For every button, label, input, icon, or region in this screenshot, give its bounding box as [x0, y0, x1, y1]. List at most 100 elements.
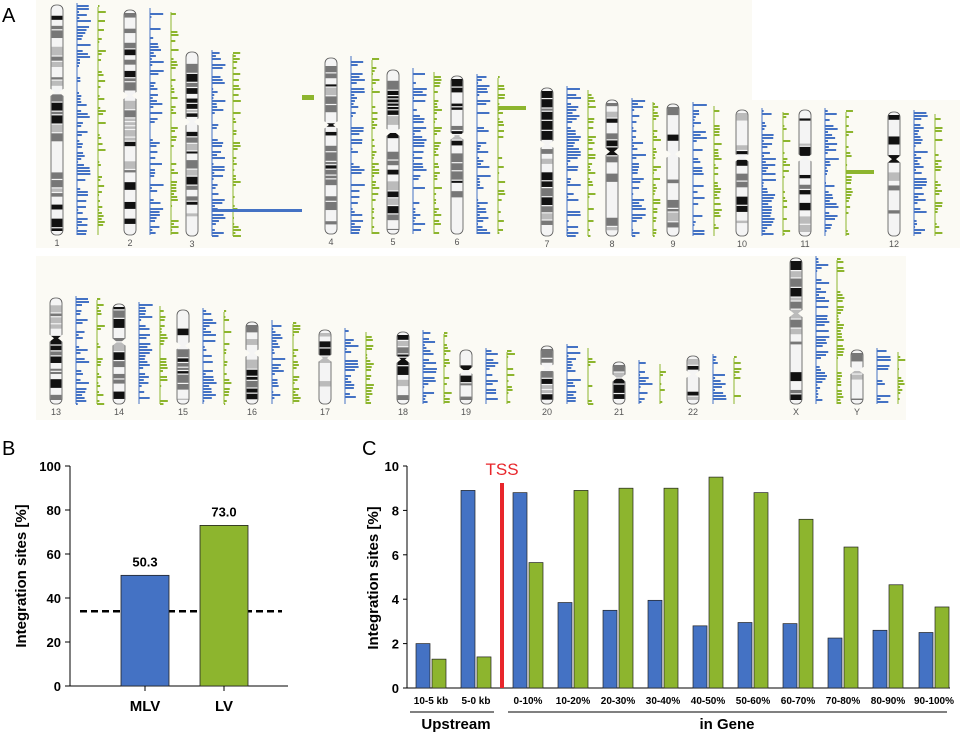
mlv-site-bar: [825, 194, 833, 196]
mlv-site-bar: [77, 188, 81, 190]
mlv-site-bar: [486, 350, 492, 352]
lv-site-bar: [434, 163, 439, 165]
lv-site-bar: [160, 328, 162, 330]
mlv-site-bar: [77, 26, 90, 28]
lv-site-bar: [224, 400, 227, 402]
mlv-site-bar: [477, 142, 487, 144]
chromosome-band: [799, 143, 811, 146]
mlv-site-bar: [212, 88, 214, 90]
lv-site-bar: [372, 70, 375, 72]
chart-c-bar-mlv: [557, 602, 573, 689]
lv-site-bar: [434, 118, 437, 120]
lv-site-bar: [837, 267, 844, 269]
mlv-site-bar: [693, 215, 703, 217]
chromosome-band: [319, 341, 331, 348]
chromosome-20: 20: [540, 344, 596, 417]
mlv-site-bar: [914, 187, 923, 189]
mlv-site-bar: [272, 358, 286, 360]
mlv-site-bar: [693, 113, 700, 115]
lv-site-bar: [714, 131, 720, 133]
mlv-site-bar: [567, 385, 575, 387]
lv-site-bar: [588, 403, 594, 405]
mlv-site-bar: [825, 164, 831, 166]
chromosome-label: 1: [54, 238, 59, 248]
lv-site-bar: [293, 364, 299, 366]
mlv-site-bar: [150, 16, 152, 18]
mlv-site-bar: [477, 202, 488, 204]
mlv-site-bar: [762, 221, 774, 223]
lv-site-bar: [434, 223, 441, 225]
mlv-site-bar: [212, 223, 216, 225]
mlv-site-bar: [139, 364, 150, 366]
mlv-site-bar: [212, 187, 216, 189]
lv-site-bar: [372, 175, 375, 177]
chromosome-band: [790, 394, 802, 400]
lv-site-bar: [935, 166, 942, 168]
mlv-site-bar: [477, 127, 484, 129]
mlv-site-bar: [914, 202, 918, 204]
lv-site-bar: [783, 164, 790, 166]
chromosome-band: [51, 94, 63, 102]
lv-site-bar: [588, 208, 594, 210]
chromosome-band: [186, 185, 198, 190]
mlv-site-bar: [150, 49, 161, 51]
chart-c-bar-lv: [528, 562, 544, 689]
mlv-site-bar: [413, 169, 427, 171]
lv-site-bar: [846, 188, 852, 190]
chromosome-band: [799, 202, 811, 211]
chromosome-band: [124, 130, 136, 137]
lv-site-bar: [846, 233, 850, 235]
chart-c-x-tick-label: 10-20%: [556, 696, 591, 707]
lv-site-bar: [588, 169, 591, 171]
lv-site-bar: [372, 208, 375, 210]
lv-site-bar: [498, 121, 504, 123]
chromosome-band: [387, 90, 399, 96]
chromosome-band: [790, 261, 802, 270]
chromosome-band: [687, 359, 699, 365]
chart-c-bar-lv: [618, 487, 634, 689]
mlv-site-bar: [423, 359, 430, 361]
mlv-site-bar: [639, 392, 648, 394]
chart-b-y-tick-label: 60: [47, 547, 61, 562]
chromosome-band: [790, 341, 802, 345]
lv-site-bar: [372, 82, 376, 84]
chart-c-bar-mlv: [692, 625, 708, 689]
mlv-site-bar: [345, 360, 358, 362]
mlv-site-bar: [139, 379, 144, 381]
mlv-site-bar: [77, 80, 81, 82]
lv-site-bar: [444, 395, 446, 397]
chromosome-5: 5: [386, 68, 442, 247]
mlv-site-bar: [816, 315, 828, 317]
lv-site-bar: [224, 364, 227, 366]
lv-site-bar: [935, 118, 941, 120]
chart-c-bar-mlv: [602, 609, 618, 689]
lv-site-bar: [171, 229, 173, 231]
lv-site-bar: [97, 343, 99, 345]
chromosome-band: [799, 146, 811, 156]
chart-b-y-label: Integration sites [%]: [13, 504, 30, 647]
chromosome-label: Y: [854, 407, 860, 417]
mlv-site-bar: [825, 113, 837, 115]
mlv-site-bar: [877, 383, 885, 385]
mlv-site-bar: [632, 193, 634, 195]
mlv-site-bar: [203, 370, 213, 372]
chromosome-band: [541, 220, 553, 225]
lv-site-bar: [714, 167, 719, 169]
mlv-site-bar: [816, 381, 823, 383]
chromosome-band: [186, 213, 198, 217]
mlv-site-bar: [477, 217, 489, 219]
tss-label: TSS: [485, 460, 518, 479]
mlv-site-bar: [413, 202, 420, 204]
lv-site-bar: [898, 389, 903, 391]
lv-site-bar: [366, 339, 373, 341]
chromosome-band: [397, 395, 409, 400]
mlv-site-bar: [762, 170, 767, 172]
chromosome-band: [124, 122, 136, 126]
lv-site-bar: [98, 134, 100, 136]
chromosome-band: [186, 176, 198, 185]
lv-site-bar: [434, 82, 441, 84]
mlv-site-bar: [567, 355, 569, 357]
mlv-site-bar: [351, 130, 364, 132]
chromosome-label: 14: [114, 407, 124, 417]
